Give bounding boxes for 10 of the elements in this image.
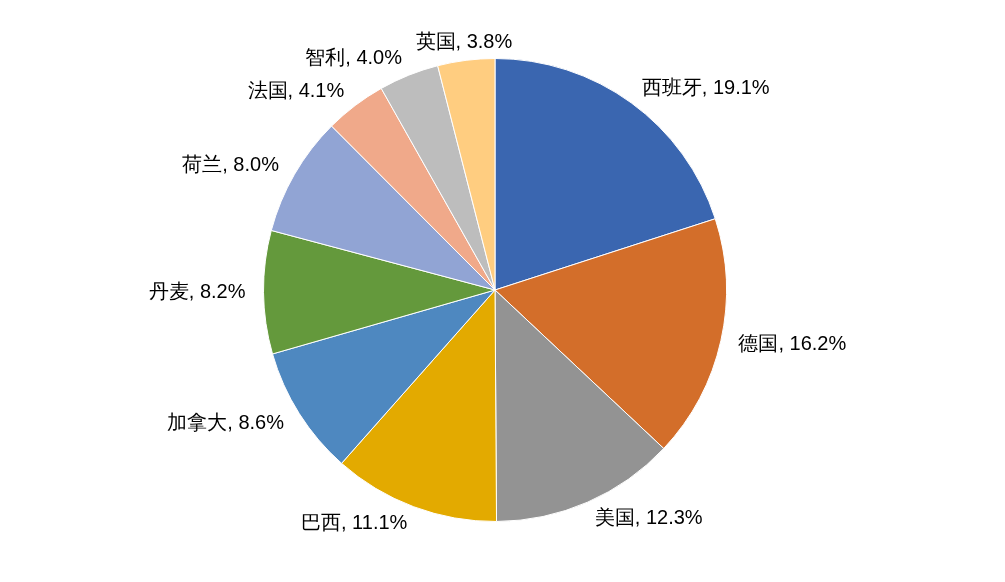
slice-label: 法国, 4.1% [247,78,345,101]
slice-label: 西班牙, 19.1% [641,75,770,98]
slice-label: 智利, 4.0% [305,46,403,68]
slice-label: 丹麦, 8.2% [148,279,246,302]
slice-label: 美国, 12.3% [594,506,703,529]
slice-label: 加拿大, 8.6% [167,410,285,433]
slice-label: 德国, 16.2% [738,332,847,355]
slice-label: 荷兰, 8.0% [182,152,280,175]
slice-label: 巴西, 11.1% [301,511,408,534]
slice-label: 英国, 3.8% [415,29,513,52]
